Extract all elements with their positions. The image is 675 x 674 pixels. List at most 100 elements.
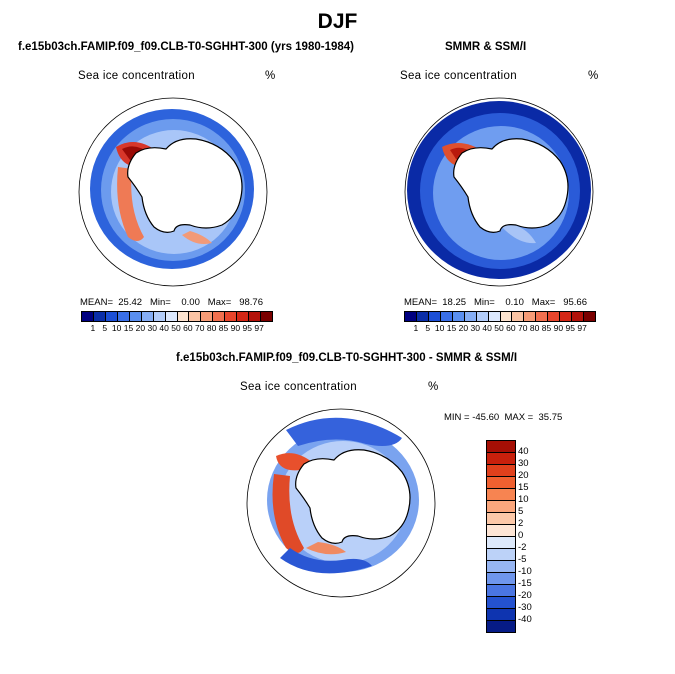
colorbar-tick-label: -15 — [518, 578, 532, 589]
colorbar-tick-label: 50 — [494, 323, 504, 333]
colorbar-swatch — [464, 312, 477, 321]
colorbar-tick-label: 97 — [577, 323, 587, 333]
colorbar-tick-label: 50 — [171, 323, 181, 333]
right-case-title: SMMR & SSM/I — [445, 41, 527, 53]
colorbar-swatch — [153, 312, 166, 321]
colorbar-swatch — [488, 312, 501, 321]
colorbar-swatch — [225, 312, 238, 321]
left-antarctica — [127, 138, 243, 233]
colorbar-tick-label: 30 — [147, 323, 157, 333]
colorbar-tick-label: 15 — [123, 323, 134, 333]
colorbar-tick-label: 2 — [518, 518, 524, 529]
colorbar-swatch — [405, 312, 417, 321]
bottom-case-title: f.e15b03ch.FAMIP.f09_f09.CLB-T0-SGHHT-30… — [176, 352, 518, 364]
colorbar-tick-label: 20 — [135, 323, 146, 333]
colorbar-tick-label: 85 — [218, 323, 229, 333]
colorbar-tick-label: 70 — [195, 323, 205, 333]
colorbar-swatch — [536, 312, 549, 321]
colorbar-tick-label: 5 — [102, 323, 108, 333]
colorbar-swatch — [487, 453, 515, 465]
colorbar-tick-label: 1 — [413, 323, 419, 333]
colorbar-tick-label: 70 — [518, 323, 528, 333]
colorbar-swatch — [165, 312, 178, 321]
colorbar-swatch — [487, 489, 515, 501]
colorbar-tick-label: 60 — [506, 323, 516, 333]
colorbar-tick-label: -10 — [518, 566, 532, 577]
colorbar-swatch — [261, 312, 272, 321]
left-colorbar — [81, 311, 273, 322]
colorbar-tick-label: 15 — [446, 323, 457, 333]
colorbar-swatch — [82, 312, 94, 321]
left-peninsula-high — [117, 167, 144, 241]
colorbar-swatch — [416, 312, 429, 321]
left-plot-title: Sea ice concentration — [78, 70, 195, 82]
colorbar-tick-label: 60 — [183, 323, 193, 333]
colorbar-tick-label: 95 — [242, 323, 252, 333]
bottom-peninsula-high — [272, 474, 304, 553]
colorbar-tick-label: 5 — [518, 506, 524, 517]
colorbar-tick-label: 40 — [518, 446, 529, 457]
colorbar-tick-label: 97 — [254, 323, 264, 333]
colorbar-swatch — [560, 312, 573, 321]
colorbar-swatch — [129, 312, 142, 321]
colorbar-swatch — [487, 441, 515, 453]
right-antarctica — [453, 138, 569, 233]
colorbar-swatch — [93, 312, 106, 321]
bottom-south-low — [280, 548, 372, 574]
colorbar-swatch — [487, 525, 515, 537]
colorbar-tick-label: 5 — [425, 323, 431, 333]
colorbar-tick-label: 40 — [482, 323, 492, 333]
colorbar-swatch — [237, 312, 250, 321]
colorbar-swatch — [117, 312, 130, 321]
colorbar-swatch — [487, 585, 515, 597]
left-case-title: f.e15b03ch.FAMIP.f09_f09.CLB-T0-SGHHT-30… — [18, 41, 354, 53]
colorbar-tick-label: 10 — [111, 323, 122, 333]
right-ross-low — [500, 225, 536, 244]
colorbar-swatch — [213, 312, 226, 321]
figure-title: DJF — [317, 10, 358, 33]
colorbar-tick-label: -40 — [518, 614, 532, 625]
colorbar-tick-label: -20 — [518, 590, 532, 601]
colorbar-swatch — [476, 312, 489, 321]
bottom-ross-high — [306, 542, 346, 555]
colorbar-tick-label: 1 — [90, 323, 96, 333]
colorbar-tick-label: 90 — [553, 323, 564, 333]
right-colorbar — [404, 311, 596, 322]
colorbar-tick-label: -2 — [518, 542, 527, 553]
right-units: % — [588, 70, 599, 82]
right-stats: MEAN= 18.25 Min= 0.10 Max= 95.66 — [404, 297, 587, 308]
colorbar-tick-label: 0 — [518, 530, 524, 541]
colorbar-swatch — [487, 501, 515, 513]
colorbar-swatch — [487, 609, 515, 621]
colorbar-swatch — [452, 312, 465, 321]
colorbar-tick-label: 30 — [470, 323, 480, 333]
colorbar-tick-label: -5 — [518, 554, 527, 565]
colorbar-tick-label: 80 — [206, 323, 217, 333]
colorbar-swatch — [500, 312, 513, 321]
colorbar-swatch — [548, 312, 561, 321]
right-polar-map — [404, 97, 594, 287]
colorbar-swatch — [105, 312, 118, 321]
colorbar-swatch — [249, 312, 262, 321]
colorbar-swatch — [141, 312, 154, 321]
colorbar-swatch — [487, 549, 515, 561]
colorbar-swatch — [487, 465, 515, 477]
bottom-antarctica — [295, 449, 411, 544]
difference-colorbar — [486, 440, 516, 633]
left-units: % — [265, 70, 276, 82]
colorbar-swatch — [440, 312, 453, 321]
colorbar-tick-label: 85 — [541, 323, 552, 333]
colorbar-tick-label: 10 — [434, 323, 445, 333]
colorbar-tick-label: 20 — [458, 323, 469, 333]
colorbar-tick-label: 80 — [529, 323, 540, 333]
colorbar-swatch — [189, 312, 202, 321]
colorbar-swatch — [487, 537, 515, 549]
colorbar-swatch — [572, 312, 585, 321]
colorbar-swatch — [177, 312, 190, 321]
colorbar-tick-label: 40 — [159, 323, 169, 333]
colorbar-tick-label: -30 — [518, 602, 532, 613]
bottom-polar-map — [246, 408, 436, 598]
colorbar-tick-label: 10 — [518, 494, 529, 505]
colorbar-tick-label: 30 — [518, 458, 529, 469]
colorbar-swatch — [487, 477, 515, 489]
